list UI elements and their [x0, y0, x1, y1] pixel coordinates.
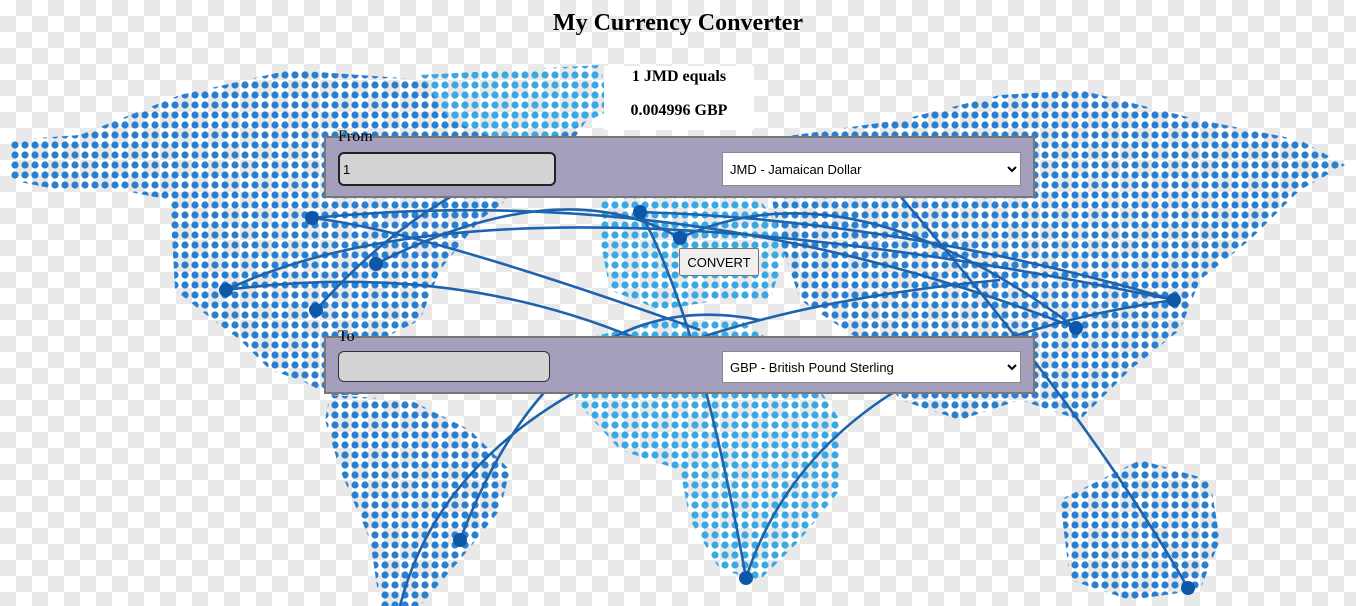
to-amount-input[interactable]	[338, 351, 550, 382]
to-legend: To	[338, 328, 355, 345]
from-currency-select[interactable]: JMD - Jamaican Dollar	[722, 152, 1021, 186]
continent-greenland	[420, 65, 610, 140]
from-amount-input[interactable]	[338, 152, 556, 186]
page-title: My Currency Converter	[552, 10, 804, 36]
convert-button[interactable]: CONVERT	[679, 248, 759, 276]
result-rate-label: 1 JMD equals	[631, 68, 727, 85]
conversion-result: 1 JMD equals 0.004996 GBP	[604, 66, 754, 130]
to-currency-select[interactable]: GBP - British Pound Sterling	[722, 351, 1021, 383]
result-rate-value: 0.004996 GBP	[630, 102, 728, 119]
continent-south-america	[325, 395, 510, 606]
route-nodes	[219, 205, 1195, 595]
to-fieldset: To GBP - British Pound Sterling	[324, 328, 1035, 394]
from-fieldset: From JMD - Jamaican Dollar	[324, 128, 1035, 198]
from-legend: From	[338, 128, 373, 145]
continent-australia	[1060, 460, 1220, 600]
